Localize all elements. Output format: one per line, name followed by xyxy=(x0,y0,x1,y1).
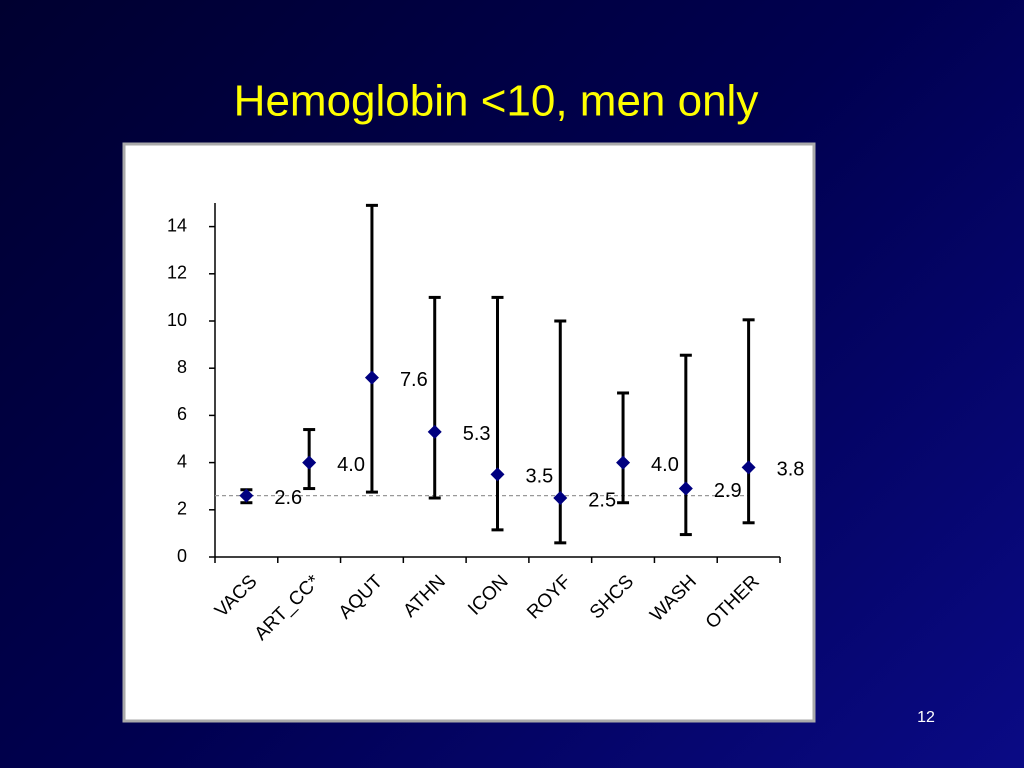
y-tick-label: 8 xyxy=(177,357,187,377)
point xyxy=(302,455,317,470)
data-label: 5.3 xyxy=(463,423,491,445)
y-tick-label: 12 xyxy=(167,263,187,283)
data-label: 3.8 xyxy=(777,459,805,481)
point xyxy=(364,370,379,385)
y-tick-label: 6 xyxy=(177,404,187,424)
point xyxy=(239,488,254,503)
data-label: 2.9 xyxy=(714,480,742,502)
data-label: 3.5 xyxy=(526,466,554,488)
point xyxy=(553,491,568,505)
data-label: 4.0 xyxy=(651,454,679,476)
y-tick-label: 0 xyxy=(177,546,187,566)
data-label: 7.6 xyxy=(400,369,428,391)
y-tick-label: 10 xyxy=(167,310,187,330)
y-tick-label: 4 xyxy=(177,451,187,471)
point xyxy=(490,467,505,482)
data-label: 2.6 xyxy=(274,487,302,509)
point xyxy=(741,460,756,475)
slide-number: 12 xyxy=(917,709,935,726)
point xyxy=(616,455,631,470)
slide-title: Hemoglobin <10, men only xyxy=(234,77,759,126)
data-label: 2.5 xyxy=(588,489,616,511)
chart-panel xyxy=(122,142,816,723)
point xyxy=(678,481,693,496)
y-tick-label: 14 xyxy=(167,215,187,235)
point xyxy=(427,424,442,439)
y-tick-label: 2 xyxy=(177,499,187,519)
data-label: 4.0 xyxy=(337,454,365,476)
